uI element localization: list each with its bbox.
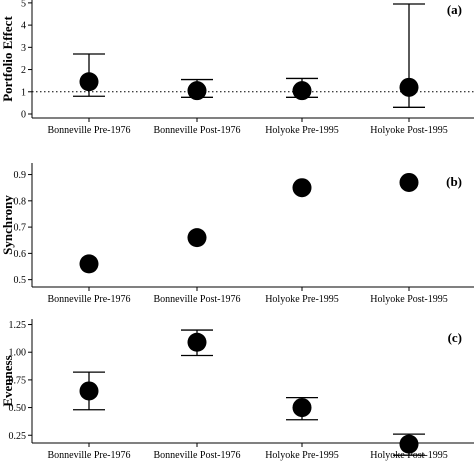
y-tick-label: 0.9	[14, 170, 27, 181]
panel-a: 0 1 2 3 4 5 Portfolio Effect Bonneville Pre-197…	[0, 0, 474, 136]
x-tick-label: Bonneville Pre-1976	[47, 294, 130, 305]
x-tick-label: Holyoke Pre-1995	[265, 125, 339, 136]
x-tick-label: Holyoke Post-1995	[370, 294, 448, 305]
y-tick-label: 0.25	[9, 431, 27, 442]
data-point	[399, 77, 419, 97]
data-point	[399, 172, 419, 192]
x-tick-label: Bonneville Post-1976	[154, 294, 241, 305]
y-axis-title: Evenness	[0, 355, 15, 406]
panel-label: (c)	[448, 330, 462, 345]
x-tick-label: Bonneville Pre-1976	[47, 125, 130, 136]
y-axis-title: Synchrony	[0, 195, 15, 255]
data-point	[79, 254, 99, 274]
y-tick-label: 0.5	[14, 275, 27, 286]
y-tick-label: 0.75	[9, 375, 27, 386]
y-tick-label: 4	[21, 21, 26, 32]
data-point	[399, 434, 419, 454]
data-point	[292, 178, 312, 198]
x-tick-label: Holyoke Pre-1995	[265, 294, 339, 305]
data-point	[292, 81, 312, 101]
y-tick-label: 5	[21, 0, 26, 9]
data-point	[187, 332, 207, 352]
data-point	[79, 72, 99, 92]
y-tick-label: 0.50	[9, 403, 27, 414]
data-point	[79, 381, 99, 401]
x-tick-label: Bonneville Post-1976	[154, 125, 241, 136]
y-tick-label: 0	[21, 110, 26, 121]
y-tick-label: 1.00	[9, 348, 27, 359]
data-point	[292, 398, 312, 418]
y-tick-label: 2	[21, 65, 26, 76]
y-tick-label: 1.25	[9, 320, 27, 331]
panel-c: 0.25 0.50 0.75 1.00 1.25 Evenness Bonneville P…	[0, 319, 474, 461]
y-tick-label: 0.6	[14, 249, 27, 260]
y-axis-title: Portfolio Effect	[0, 16, 15, 102]
panel-label: (b)	[446, 174, 462, 189]
x-tick-label: Bonneville Post-1976	[154, 450, 241, 461]
panel-b: 0.5 0.6 0.7 0.8 0.9 Synchrony Bonneville Pre-1…	[0, 163, 474, 305]
y-tick-label: 3	[21, 43, 26, 54]
panel-label: (a)	[447, 2, 462, 17]
y-tick-label: 0.8	[14, 196, 27, 207]
x-tick-label: Bonneville Pre-1976	[47, 450, 130, 461]
x-tick-label: Holyoke Pre-1995	[265, 450, 339, 461]
y-tick-label: 0.7	[14, 223, 27, 234]
data-point	[187, 81, 207, 101]
y-tick-label: 1	[21, 87, 26, 98]
data-point	[187, 228, 207, 248]
x-tick-label: Holyoke Post-1995	[370, 125, 448, 136]
